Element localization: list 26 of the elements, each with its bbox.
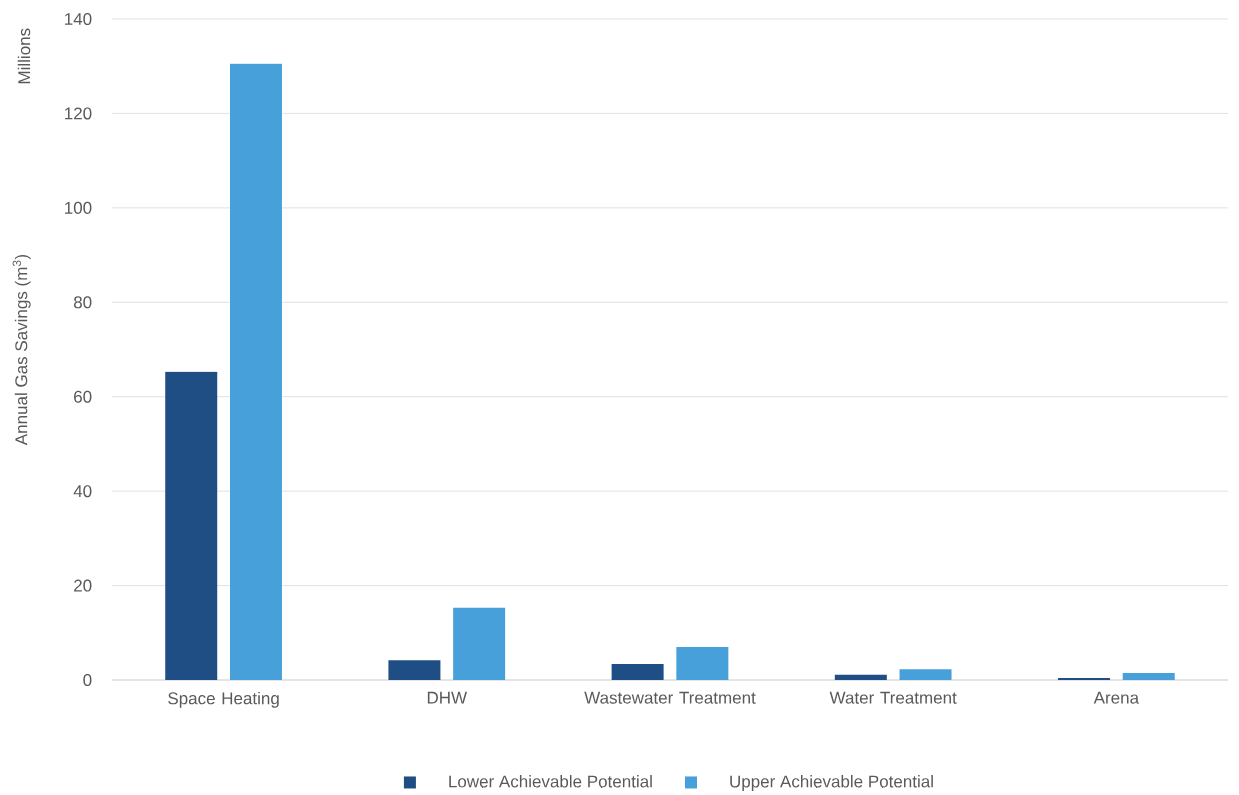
x-tick-label: Space Heating (168, 691, 279, 708)
bar (1122, 672, 1175, 681)
bar (453, 607, 506, 681)
bar (611, 663, 664, 681)
bar (229, 63, 282, 681)
y-tick-label: 60 (74, 390, 92, 403)
y-axis-title: Annual Gas Savings (m$^{3}$) (12, 254, 31, 446)
bar (899, 669, 952, 681)
y-tick-label: 80 (73, 296, 92, 309)
y-tick-label: 0 (83, 673, 92, 687)
x-tick-label: Arena (1093, 691, 1140, 704)
bar (165, 371, 218, 681)
y-tick-label: 140 (65, 12, 92, 26)
legend-label: Lower Achievable Potential (449, 775, 652, 788)
y-tick-label: 120 (65, 107, 92, 120)
x-tick-label: DHW (427, 691, 468, 704)
y-tick-label: 40 (73, 485, 92, 498)
bar (834, 674, 887, 681)
text: Millions (17, 28, 31, 84)
x-tick-label: Water Treatment (829, 691, 957, 704)
y-tick-label: 20 (74, 579, 92, 592)
bar (676, 646, 729, 681)
legend-label: Upper Achievable Potential (730, 775, 933, 791)
x-tick-label: Wastewater Treatment (584, 691, 756, 704)
y-tick-label: 100 (65, 201, 92, 214)
bar (388, 660, 441, 681)
